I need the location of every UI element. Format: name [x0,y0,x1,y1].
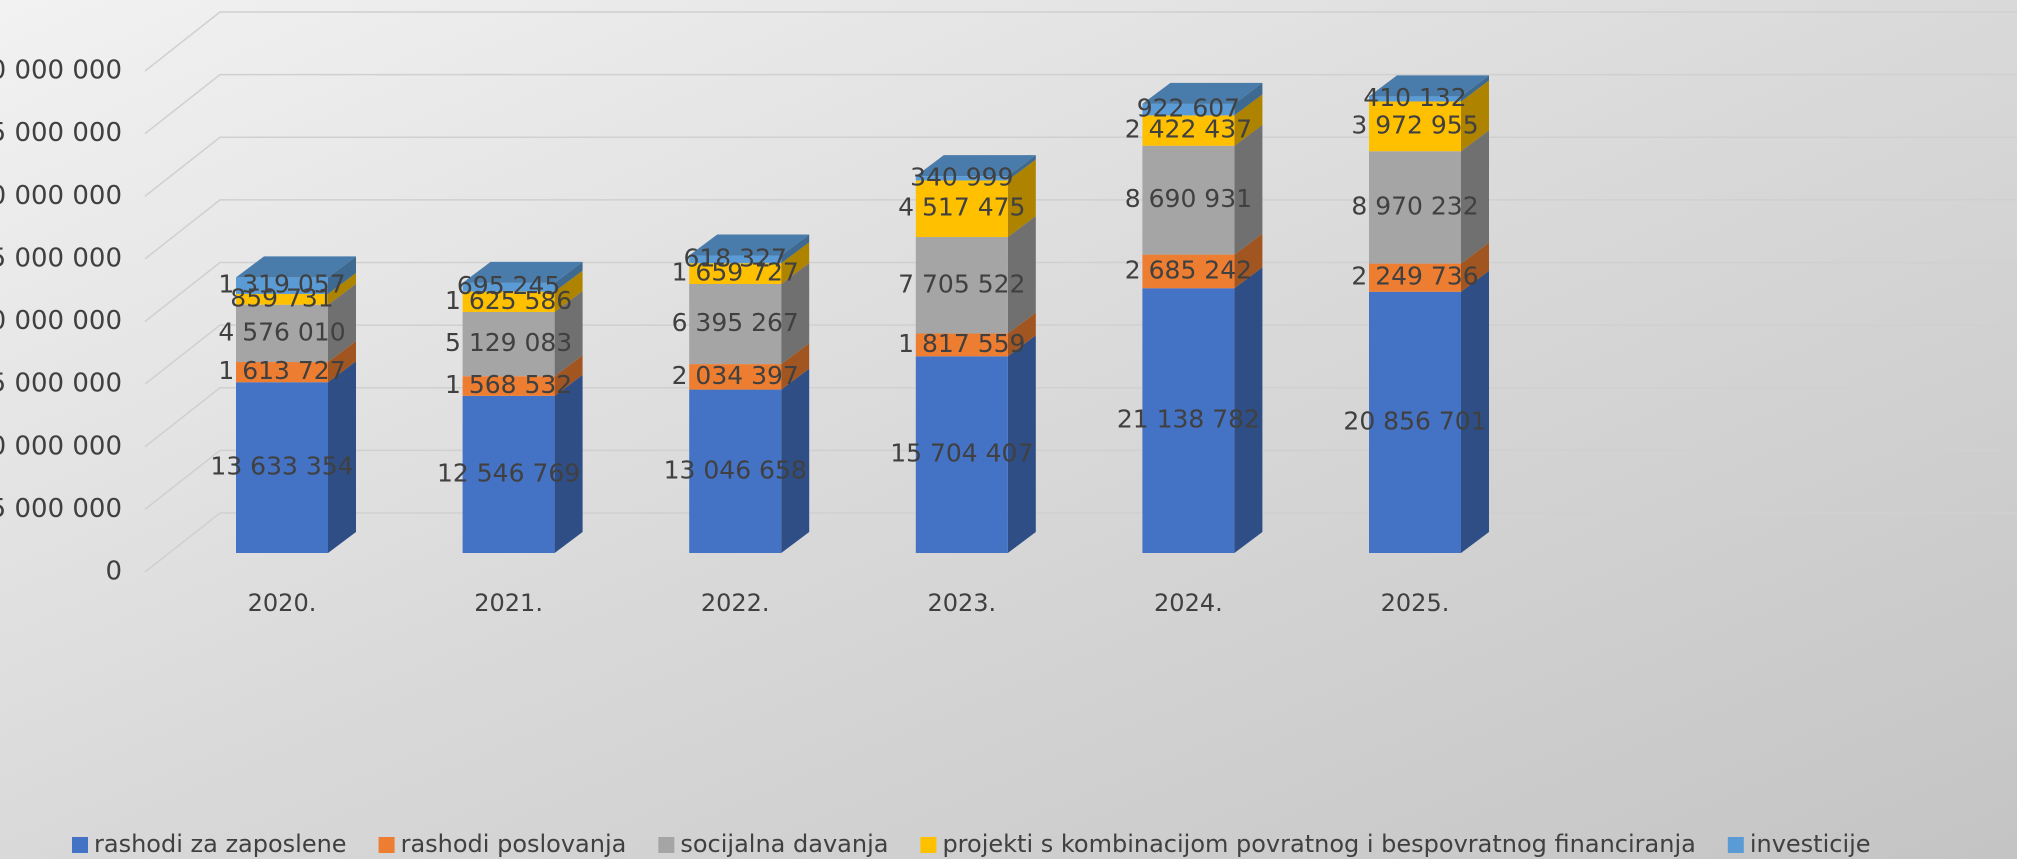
value-label: 2 249 736 [1351,262,1478,291]
value-label: 618 327 [684,243,787,272]
x-tick-label: 2023. [927,589,996,617]
y-tick-label: 40 000 000 [0,56,122,86]
value-label: 922 607 [1137,94,1240,123]
y-tick-label: 5 000 000 [0,494,122,524]
value-label: 13 633 354 [210,452,353,481]
value-label: 8 970 232 [1351,191,1478,220]
legend-swatch [72,837,88,853]
legend-label: socijalna davanja [680,830,888,858]
value-label: 6 395 267 [672,308,799,337]
x-tick-label: 2020. [248,589,317,617]
value-label: 13 046 658 [664,455,807,484]
y-tick-label: 20 000 000 [0,306,122,336]
legend-swatch [1728,837,1744,853]
value-label: 410 132 [1363,83,1466,112]
value-label: 7 705 522 [898,269,1025,298]
y-tick-label: 25 000 000 [0,243,122,273]
x-tick-label: 2025. [1381,589,1450,617]
value-label: 4 576 010 [218,317,345,346]
value-label: 340 999 [910,162,1013,191]
value-label: 2 034 397 [672,361,799,390]
y-tick-label: 35 000 000 [0,118,122,148]
x-tick-label: 2024. [1154,589,1223,617]
legend-label: projekti s kombinacijom povratnog i besp… [942,830,1695,858]
y-tick-label: 10 000 000 [0,431,122,461]
y-tick-label: 30 000 000 [0,181,122,211]
x-tick-label: 2022. [701,589,770,617]
value-label: 1 568 532 [445,370,572,399]
legend-swatch [658,837,674,853]
value-label: 5 129 083 [445,328,572,357]
x-tick-label: 2021. [474,589,543,617]
value-label: 4 517 475 [898,193,1025,222]
value-label: 1 817 559 [898,329,1025,358]
value-label: 2 685 242 [1125,255,1252,284]
y-tick-label: 0 [105,557,122,587]
value-label: 21 138 782 [1117,405,1260,434]
y-tick-label: 15 000 000 [0,369,122,399]
value-label: 695 245 [457,271,560,300]
legend-label: investicije [1750,830,1871,858]
legend-swatch [379,837,395,853]
legend-label: rashodi za zaposlene [94,830,347,858]
value-label: 20 856 701 [1343,406,1486,435]
legend-swatch [920,837,936,853]
value-label: 1 319 057 [218,270,345,299]
legend-label: rashodi poslovanja [401,830,627,858]
value-label: 15 704 407 [890,439,1033,468]
value-label: 3 972 955 [1351,110,1478,139]
chart: 0 5 000 000 10 000 000 15 000 000 20 000 000… [0,0,2017,859]
value-label: 8 690 931 [1125,184,1252,213]
value-label: 12 546 769 [437,458,580,487]
value-label: 1 613 727 [218,356,345,385]
